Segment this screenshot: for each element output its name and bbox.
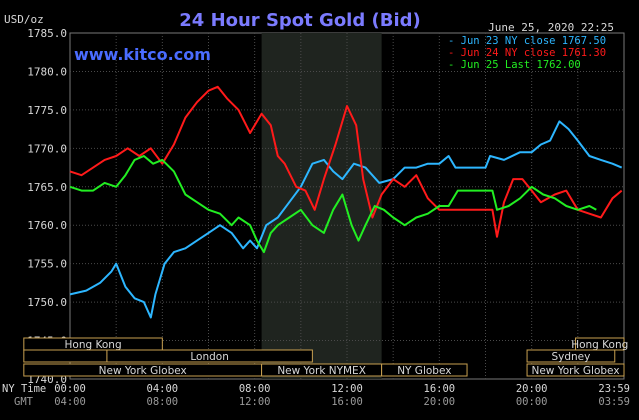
market-session-label: New York NYMEX xyxy=(277,365,366,377)
market-session-bar xyxy=(106,349,313,363)
y-tick-label: 1770.0 xyxy=(27,142,67,155)
market-session-label: London xyxy=(190,351,229,363)
market-session-bar xyxy=(526,363,625,377)
y-tick-label: 1760.0 xyxy=(27,219,67,232)
units-label: USD/oz xyxy=(4,13,44,26)
price-series xyxy=(69,85,623,319)
ny-time-tick-label: 04:00 xyxy=(147,383,179,395)
ny-time-tick-label: 20:00 xyxy=(516,383,548,395)
gmt-tick-label: 12:00 xyxy=(239,396,271,408)
chart-title: 24 Hour Spot Gold (Bid) xyxy=(179,10,420,31)
grid-lines xyxy=(70,33,624,379)
y-axis: 1785.0 1780.0 1775.0 1770.0 1765.0 1760.0 1755… xyxy=(27,27,67,386)
gmt-tick-label: 16:00 xyxy=(331,396,363,408)
market-session-label: New York Globex xyxy=(531,365,619,377)
market-session-label: Hong Kong xyxy=(571,339,628,351)
legend-entry: - Jun 23 NY close 1767.50 xyxy=(448,35,606,47)
gmt-tick-label: 04:00 xyxy=(54,396,86,408)
brand-link[interactable]: www.kitco.com xyxy=(74,45,211,64)
ny-time-tick-label: 00:00 xyxy=(54,383,86,395)
y-tick-label: 1785.0 xyxy=(27,27,67,40)
y-tick-label: 1775.0 xyxy=(27,104,67,117)
y-tick-label: 1780.0 xyxy=(27,65,67,78)
market-session-bar xyxy=(381,363,468,377)
legend: - Jun 23 NY close 1767.50- Jun 24 NY clo… xyxy=(448,35,606,71)
gmt-tick-label: 00:00 xyxy=(516,396,548,408)
y-tick-label: 1750.0 xyxy=(27,296,67,309)
ny-time-axis-label: NY Time xyxy=(2,383,46,395)
x-axis: NY TimeGMT00:0004:0004:0008:0008:0012:00… xyxy=(2,383,630,408)
gmt-tick-label: 03:59 xyxy=(598,396,630,408)
market-session-bar xyxy=(23,349,108,363)
gmt-axis-label: GMT xyxy=(14,396,34,408)
chart-timestamp: June 25, 2020 22:25 xyxy=(488,21,614,34)
y-tick-label: 1765.0 xyxy=(27,181,67,194)
market-session-label: NY Globex xyxy=(397,365,451,377)
series-line xyxy=(69,155,597,254)
nymex-shaded-region xyxy=(261,33,382,379)
series-line xyxy=(69,85,623,238)
market-session-label: Sydney xyxy=(551,351,590,363)
y-tick-label: 1755.0 xyxy=(27,258,67,271)
gmt-tick-label: 20:00 xyxy=(424,396,456,408)
legend-entry: - Jun 25 Last 1762.00 xyxy=(448,59,581,71)
gmt-tick-label: 08:00 xyxy=(147,396,179,408)
ny-time-tick-label: 12:00 xyxy=(331,383,363,395)
ny-time-tick-label: 23:59 xyxy=(598,383,630,395)
market-session-bar xyxy=(526,349,616,363)
ny-time-tick-label: 08:00 xyxy=(239,383,271,395)
market-session-label: New York Globex xyxy=(99,365,187,377)
legend-entry: - Jun 24 NY close 1761.30 xyxy=(448,47,606,59)
market-session-label: Hong Kong xyxy=(65,339,122,351)
ny-time-tick-label: 16:00 xyxy=(424,383,456,395)
